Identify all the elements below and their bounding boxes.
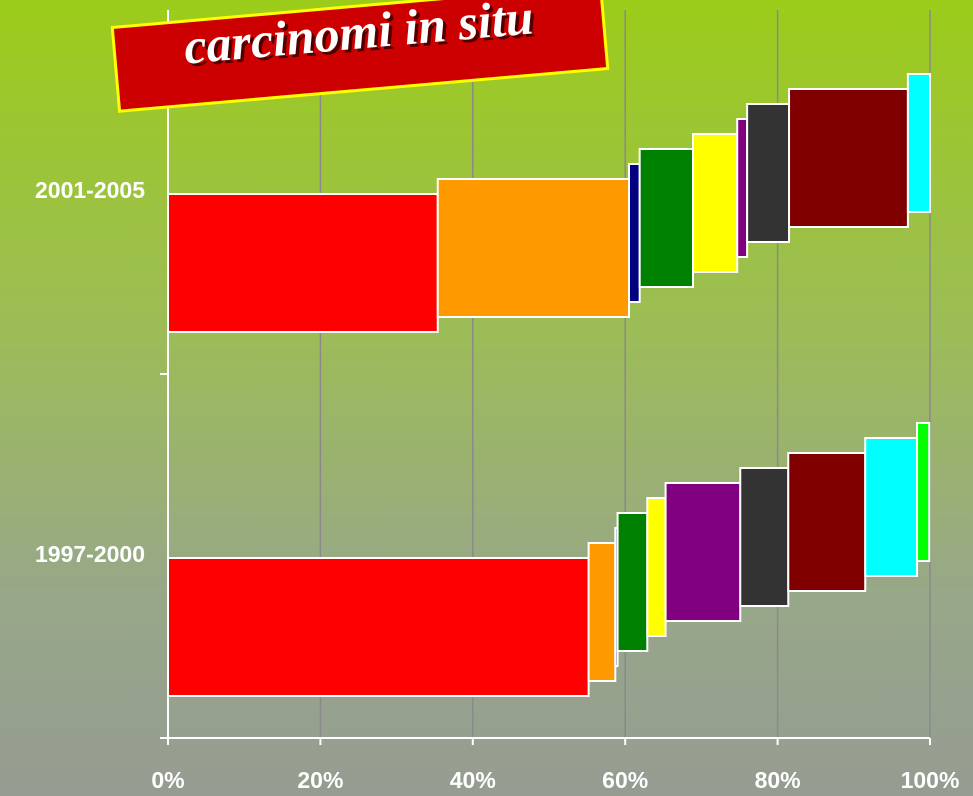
title-banner: carcinomi in situ carcinomi in situ	[110, 0, 610, 113]
bar-segment	[616, 512, 649, 652]
bar-segment	[692, 133, 739, 273]
x-tick-label: 40%	[450, 767, 496, 793]
bar-segment	[664, 482, 742, 622]
bar-segment	[746, 103, 791, 243]
bar-segment	[628, 163, 641, 303]
y-tick-label: 2001-2005	[35, 177, 145, 203]
bar-segment	[646, 497, 667, 637]
x-tick-label: 20%	[297, 767, 343, 793]
bar-segment	[864, 437, 919, 577]
bar-segment	[916, 422, 931, 562]
x-tick-label: 80%	[755, 767, 801, 793]
bar-segment	[906, 73, 931, 213]
x-tick-label: 100%	[901, 767, 960, 793]
bar-segment	[787, 452, 867, 592]
bar-segment	[587, 542, 617, 682]
title-box	[110, 0, 610, 113]
bar-segment	[638, 148, 695, 288]
bar-segment	[167, 557, 590, 697]
bar-segment	[788, 88, 909, 228]
x-tick-label: 0%	[151, 767, 184, 793]
x-tick-label: 60%	[602, 767, 648, 793]
bar-segment	[736, 118, 749, 258]
y-tick-label: 1997-2000	[35, 541, 145, 567]
bar-segment	[167, 193, 439, 333]
bar-segment	[739, 467, 790, 607]
bar-segment	[436, 178, 631, 318]
